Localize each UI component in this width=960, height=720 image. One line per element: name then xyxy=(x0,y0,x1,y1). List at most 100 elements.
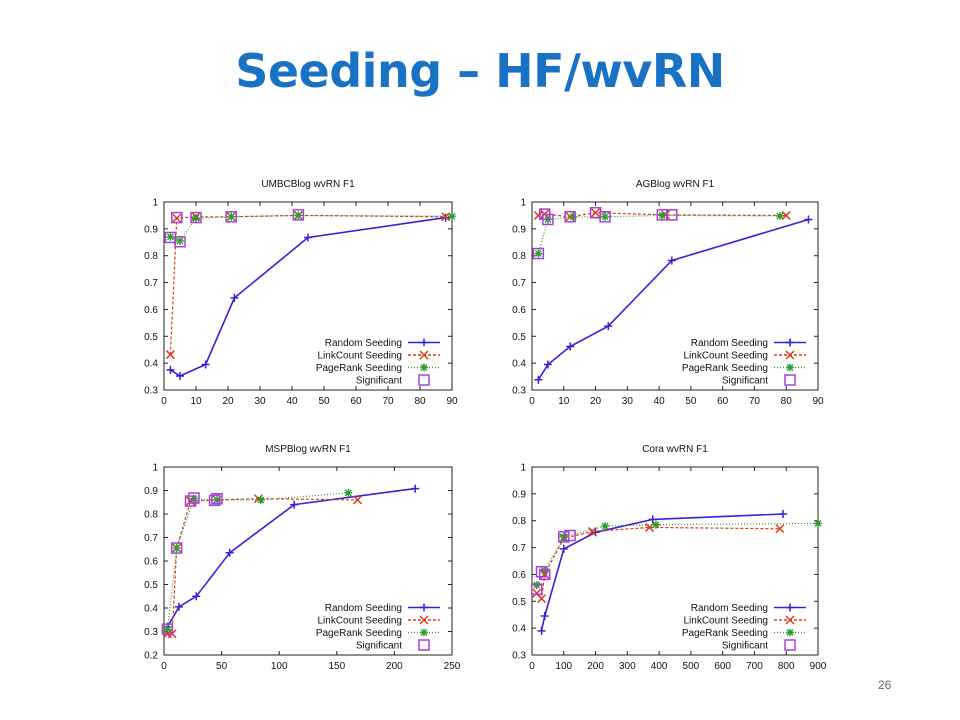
y-tick-label: 0.9 xyxy=(144,224,158,235)
y-tick-label: 0.3 xyxy=(512,386,526,397)
series-significant xyxy=(161,492,223,635)
legend-label: Random Seeding xyxy=(691,338,768,349)
chart-title: AGBlog wvRN F1 xyxy=(636,179,715,190)
legend-marker xyxy=(420,363,428,372)
x-tick-label: 600 xyxy=(714,661,731,672)
data-point xyxy=(170,542,183,554)
y-tick-label: 0.5 xyxy=(144,580,158,591)
data-point xyxy=(448,212,456,221)
legend-label: Significant xyxy=(722,376,768,387)
data-point xyxy=(569,212,578,221)
series-line xyxy=(169,216,446,377)
data-point xyxy=(176,236,184,245)
legend-marker xyxy=(420,628,428,637)
x-tick-label: 50 xyxy=(685,396,697,407)
data-point xyxy=(775,524,785,534)
data-point xyxy=(534,249,543,258)
data-point xyxy=(192,592,201,601)
y-tick-label: 0.6 xyxy=(512,570,526,581)
legend: Random Seeding LinkCount SeedingPageRank … xyxy=(682,338,806,387)
plot-frame xyxy=(531,201,819,391)
data-point xyxy=(658,211,667,220)
data-point xyxy=(535,565,548,578)
data-point xyxy=(166,232,175,241)
y-tick-label: 0.7 xyxy=(144,533,158,544)
series-random xyxy=(166,213,450,381)
series-pagerank xyxy=(163,488,353,634)
legend: Random Seeding LinkCount SeedingPageRank … xyxy=(682,603,806,652)
x-tick-label: 400 xyxy=(651,661,668,672)
y-tick-label: 0.6 xyxy=(512,305,526,316)
data-point xyxy=(211,492,223,505)
x-tick-label: 0 xyxy=(161,396,167,407)
series-significant xyxy=(531,529,576,595)
x-tick-label: 20 xyxy=(222,396,234,407)
legend-label: Significant xyxy=(356,641,402,652)
data-point xyxy=(344,488,353,497)
data-point xyxy=(225,548,234,557)
series-significant xyxy=(532,206,678,260)
x-tick-label: 30 xyxy=(622,396,634,407)
x-tick-label: 60 xyxy=(350,396,362,407)
data-point xyxy=(781,210,791,220)
y-tick-label: 0.8 xyxy=(512,516,526,527)
data-point xyxy=(174,235,186,248)
y-tick-label: 0.5 xyxy=(512,597,526,608)
x-tick-label: 200 xyxy=(587,661,604,672)
legend-label: Significant xyxy=(722,641,768,652)
data-point xyxy=(188,492,200,504)
x-tick-label: 40 xyxy=(654,396,666,407)
data-point xyxy=(558,531,570,543)
data-point xyxy=(775,211,784,220)
data-point xyxy=(165,350,175,360)
data-point xyxy=(172,544,181,553)
x-tick-label: 80 xyxy=(414,396,426,407)
legend: Random Seeding LinkCount SeedingPageRank … xyxy=(316,603,440,652)
data-point xyxy=(543,360,552,369)
y-tick-label: 0.4 xyxy=(144,604,158,615)
x-tick-label: 70 xyxy=(382,396,394,407)
data-point xyxy=(166,365,175,374)
series-line xyxy=(166,487,416,628)
legend-label: PageRank Seeding xyxy=(682,628,768,639)
legend-marker xyxy=(419,350,429,360)
x-tick-label: 900 xyxy=(810,661,827,672)
x-tick-label: 80 xyxy=(781,396,793,407)
y-tick-label: 0.8 xyxy=(512,251,526,262)
data-point xyxy=(201,360,210,369)
y-tick-label: 0.8 xyxy=(144,510,158,521)
y-tick-label: 0.4 xyxy=(512,624,526,635)
data-point xyxy=(537,594,547,604)
data-point xyxy=(564,529,576,542)
data-point xyxy=(814,519,822,528)
legend-marker xyxy=(784,374,796,386)
legend: Random Seeding LinkCount SeedingPageRank … xyxy=(316,338,440,387)
legend-marker xyxy=(786,603,794,612)
x-tick-label: 150 xyxy=(328,661,345,672)
x-tick-label: 10 xyxy=(558,396,570,407)
legend-marker xyxy=(418,374,430,386)
x-tick-label: 50 xyxy=(216,661,228,672)
x-tick-label: 50 xyxy=(318,396,330,407)
chart-4: Cora wvRN F1 0 100 200 300 400 500 600 700 800 900… xyxy=(512,444,827,672)
y-tick-label: 0.6 xyxy=(144,557,158,568)
y-tick-label: 1 xyxy=(152,198,158,209)
x-tick-label: 40 xyxy=(286,396,298,407)
series-pagerank xyxy=(534,211,784,258)
slide-title: Seeding – HF/wvRN xyxy=(235,44,725,98)
y-tick-label: 0.7 xyxy=(144,278,158,289)
y-tick-label: 0.7 xyxy=(512,278,526,289)
x-tick-label: 800 xyxy=(778,661,795,672)
data-point xyxy=(176,372,184,381)
data-point xyxy=(353,495,363,505)
legend-label: Random Seeding xyxy=(325,603,402,614)
data-point xyxy=(256,495,265,504)
x-tick-label: 0 xyxy=(161,661,167,672)
data-point xyxy=(294,211,303,220)
y-tick-label: 1 xyxy=(152,463,158,474)
x-tick-label: 0 xyxy=(529,661,535,672)
y-tick-label: 0.8 xyxy=(144,251,158,262)
series-pagerank xyxy=(166,211,456,245)
x-tick-label: 700 xyxy=(746,661,763,672)
data-point xyxy=(779,510,788,518)
